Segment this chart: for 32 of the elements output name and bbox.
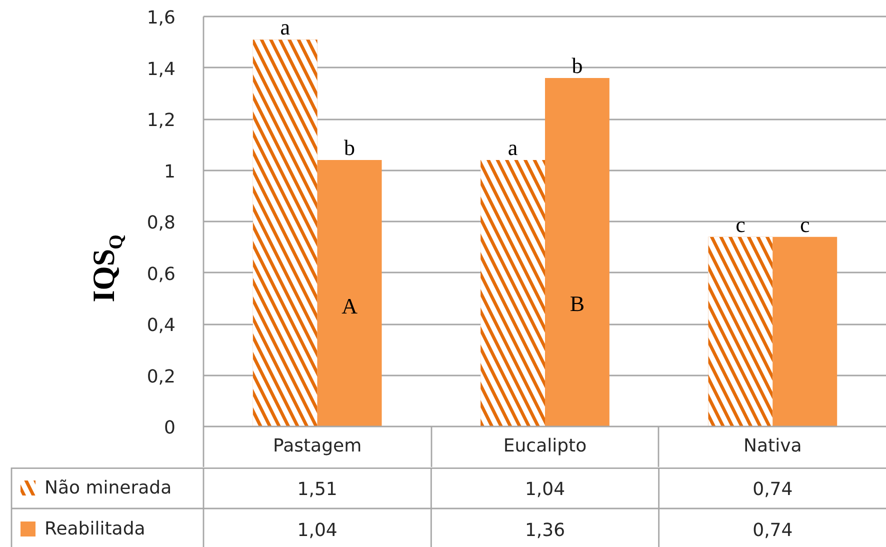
y-tick-label: 0,2 — [146, 366, 176, 388]
annotation: B — [570, 291, 585, 316]
y-tick-label: 1 — [164, 161, 176, 182]
data-label: 1,04 — [297, 520, 338, 541]
annotation: b — [344, 135, 356, 160]
data-label: 1,04 — [524, 479, 566, 500]
annotation: c — [800, 212, 810, 237]
legend-label: Reabilitada — [44, 518, 146, 540]
y-tick-label: 1,6 — [146, 8, 176, 28]
data-label: 0,74 — [752, 479, 793, 500]
y-tick-label: 0 — [164, 418, 176, 438]
annotation: a — [508, 135, 518, 160]
y-axis-title: IQSQ — [86, 234, 127, 302]
bar — [317, 160, 382, 426]
y-tick-label: 1,2 — [146, 110, 176, 131]
data-label: 1,36 — [524, 520, 566, 541]
x-tick-label: Nativa — [744, 436, 802, 456]
y-tick-label: 0,6 — [146, 264, 176, 285]
y-tick-label: 0,8 — [146, 212, 176, 234]
annotation: a — [280, 14, 290, 40]
data-label: 1,51 — [297, 479, 338, 500]
y-tick-label: 0,4 — [146, 315, 176, 336]
data-label: 0,74 — [752, 520, 793, 541]
bar — [772, 236, 838, 426]
annotation: b — [572, 53, 583, 78]
annotation: c — [736, 212, 746, 237]
annotation: A — [342, 294, 358, 319]
legend-label: Não minerada — [44, 478, 172, 498]
bar — [545, 78, 610, 426]
y-tick-label: 1,4 — [146, 58, 176, 80]
x-tick-label: Eucalipto — [503, 436, 587, 456]
x-tick-label: Pastagem — [273, 436, 362, 456]
